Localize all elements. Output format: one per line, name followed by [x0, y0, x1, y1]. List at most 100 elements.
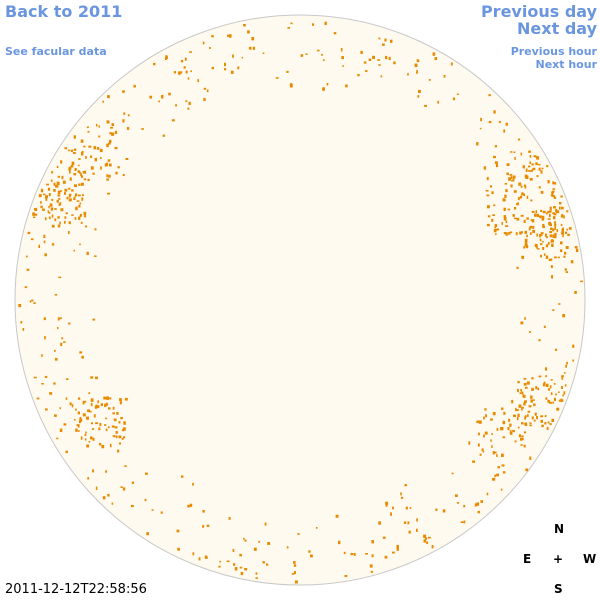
facula	[73, 197, 76, 201]
facula	[428, 79, 431, 81]
facula	[103, 396, 106, 400]
facula	[561, 230, 564, 233]
facula	[382, 43, 385, 46]
facula	[543, 381, 546, 384]
previous-day-link[interactable]: Previous day	[480, 2, 597, 21]
facula	[380, 75, 383, 78]
previous-hour-link[interactable]: Previous hour	[510, 45, 597, 58]
facula	[65, 397, 68, 400]
facula	[176, 529, 180, 533]
facula	[124, 465, 127, 467]
facula	[105, 417, 108, 420]
facula	[543, 253, 546, 256]
facula	[538, 375, 542, 378]
facula	[54, 208, 57, 210]
facula	[107, 142, 111, 145]
facula	[559, 206, 561, 210]
facula	[539, 238, 542, 242]
facula	[437, 100, 440, 104]
facula	[553, 182, 557, 185]
facula	[551, 418, 555, 422]
facula	[171, 119, 175, 122]
facula	[312, 23, 315, 26]
facula	[523, 378, 527, 380]
facula	[69, 167, 72, 170]
facula	[70, 149, 74, 152]
facula	[540, 170, 543, 174]
facula	[513, 414, 516, 417]
back-link[interactable]: Back to 2011	[5, 2, 123, 21]
facula	[83, 178, 87, 181]
facula	[55, 184, 58, 188]
facula	[501, 464, 505, 467]
facula	[117, 449, 120, 453]
facula	[528, 150, 531, 153]
facula	[524, 186, 527, 189]
facula	[297, 533, 300, 535]
facula	[509, 174, 513, 176]
facula	[530, 399, 533, 403]
facula	[561, 375, 565, 377]
facula	[468, 441, 471, 445]
facula	[545, 244, 549, 248]
next-day-link[interactable]: Next day	[517, 19, 597, 38]
facula	[486, 492, 489, 496]
facula	[409, 507, 412, 509]
facula	[562, 314, 566, 318]
facula	[560, 214, 563, 218]
facula	[514, 440, 517, 443]
facula	[382, 536, 386, 539]
facula	[100, 403, 104, 406]
facula	[523, 383, 527, 386]
facula	[521, 435, 524, 438]
facula	[340, 48, 343, 52]
facula	[44, 217, 47, 221]
facula	[417, 95, 420, 98]
facula	[540, 234, 543, 237]
facula	[75, 428, 78, 432]
facula	[547, 242, 550, 245]
facula	[496, 454, 498, 457]
facula	[289, 83, 293, 87]
facula	[552, 401, 555, 404]
facula	[262, 52, 265, 55]
facula	[384, 38, 387, 42]
facula	[424, 104, 427, 107]
facula	[523, 219, 526, 223]
facula	[79, 418, 83, 422]
facula	[78, 183, 81, 186]
next-hour-link[interactable]: Next hour	[535, 58, 598, 71]
facula	[519, 392, 522, 395]
facula	[542, 247, 545, 251]
facula	[111, 123, 115, 127]
facula	[59, 407, 62, 410]
facula	[491, 218, 494, 222]
facula	[540, 209, 543, 212]
facula	[546, 236, 549, 239]
facula	[405, 506, 408, 510]
facula	[108, 426, 110, 429]
facula	[520, 444, 523, 446]
facula	[549, 401, 552, 404]
facula	[68, 199, 72, 202]
facula	[521, 438, 524, 441]
facula	[492, 451, 495, 455]
facula	[520, 321, 524, 325]
facula	[188, 101, 191, 106]
facula	[521, 231, 523, 234]
facula	[491, 433, 493, 435]
timestamp: 2011-12-12T22:58:56	[5, 582, 147, 597]
facula	[536, 175, 539, 178]
facula	[158, 100, 161, 103]
facula	[92, 437, 95, 441]
facular-link[interactable]: See facular data	[5, 45, 107, 58]
facula	[204, 555, 208, 559]
facula	[518, 182, 522, 186]
facula	[45, 408, 48, 411]
facula	[360, 50, 363, 54]
facula	[74, 184, 77, 188]
facula	[110, 126, 114, 129]
facula	[69, 193, 72, 197]
facula	[563, 215, 565, 219]
